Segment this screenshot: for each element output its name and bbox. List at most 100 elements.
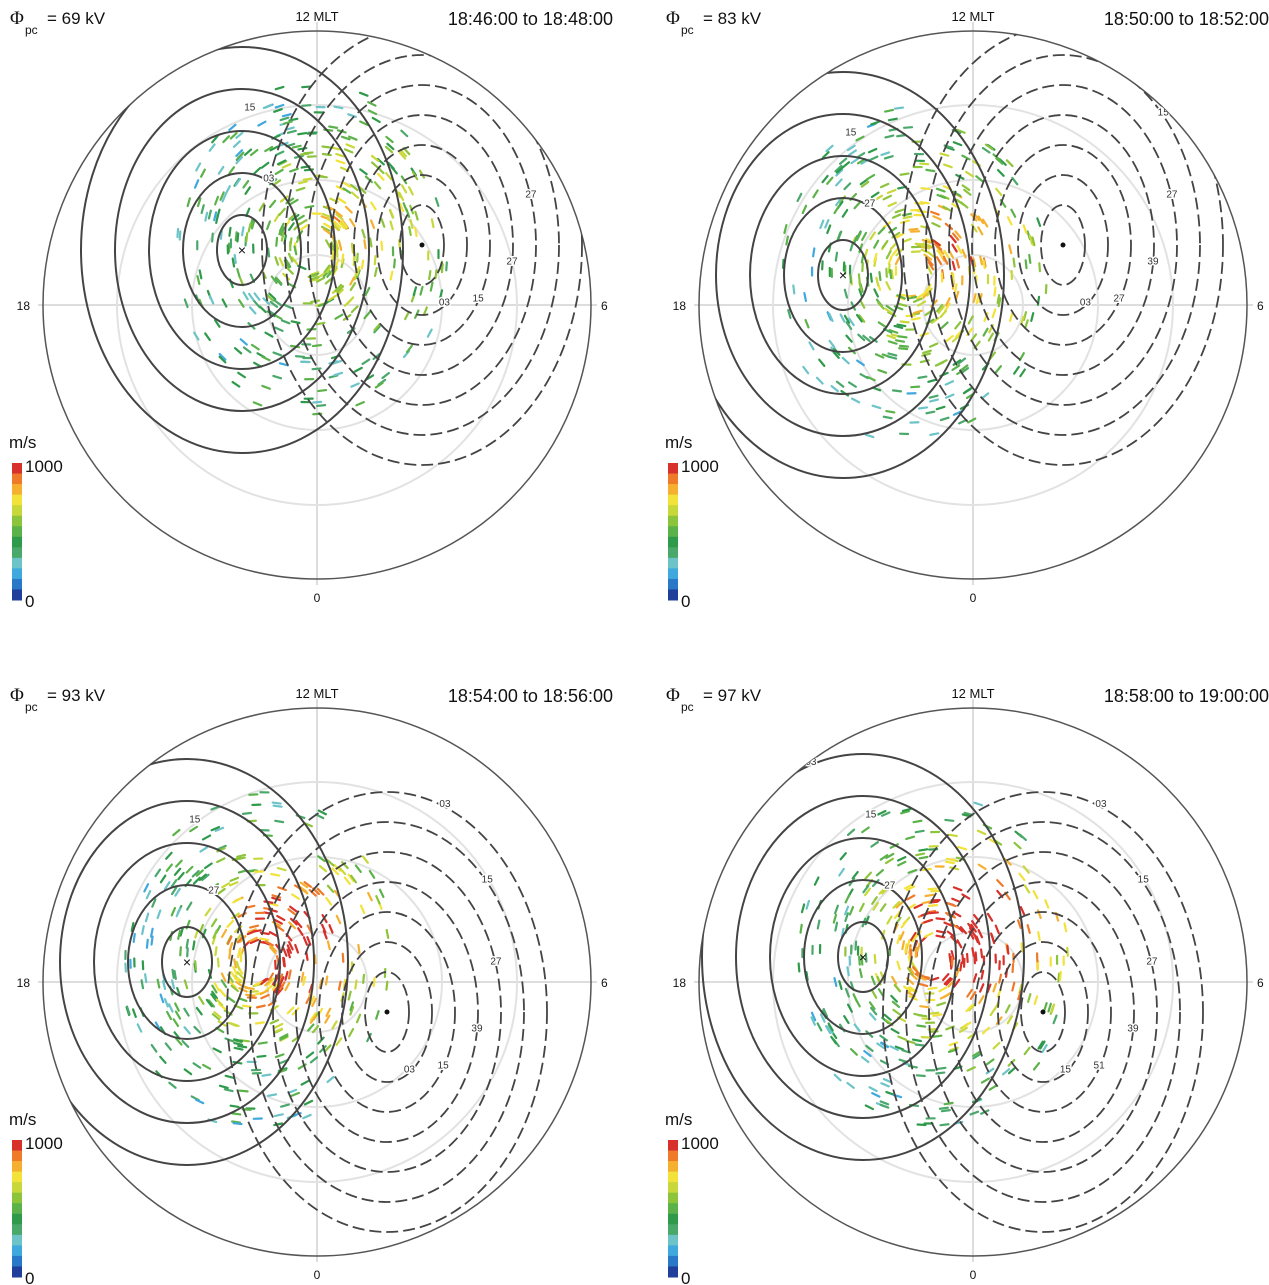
- phi-symbol: Φ: [666, 685, 680, 706]
- velocity-vector: [910, 229, 918, 230]
- velocity-vector: [268, 1094, 276, 1095]
- velocity-vector: [917, 1026, 925, 1027]
- velocity-vector: [343, 954, 344, 962]
- velocity-vector: [870, 1014, 875, 1020]
- velocity-vector: [165, 999, 168, 1006]
- velocity-vector: [265, 333, 272, 337]
- time-range: 18:54:00 to 18:56:00: [448, 686, 613, 706]
- velocity-vector: [929, 889, 937, 890]
- colorbar-min: 0: [681, 1269, 690, 1285]
- velocity-vector: [979, 996, 983, 1003]
- dusk-label: 18: [673, 976, 687, 990]
- velocity-vector: [978, 227, 982, 234]
- velocity-vector: [980, 256, 982, 264]
- colorbar-segment: [668, 495, 678, 506]
- velocity-vector: [890, 270, 891, 278]
- velocity-vector: [1009, 245, 1011, 253]
- velocity-vector: [844, 1016, 848, 1023]
- velocity-vector: [849, 151, 856, 155]
- colorbar-segment: [668, 1203, 678, 1214]
- contour-label: 15: [517, 107, 529, 118]
- velocity-vector: [187, 903, 191, 910]
- velocity-vector: [919, 407, 927, 408]
- velocity-vector: [888, 357, 896, 359]
- colorbar-segment: [668, 484, 678, 495]
- velocity-vector: [841, 315, 845, 322]
- velocity-vector: [205, 213, 207, 221]
- velocity-vector: [893, 390, 901, 391]
- velocity-vector: [346, 207, 352, 213]
- velocity-vector: [885, 136, 893, 138]
- contour-label: 15: [865, 809, 877, 820]
- noon-label: 12 MLT: [295, 686, 338, 701]
- velocity-vector: [836, 253, 837, 261]
- velocity-vector: [941, 1124, 949, 1125]
- colorbar-max: 1000: [25, 457, 63, 476]
- velocity-vector: [256, 1022, 264, 1023]
- velocity-vector: [886, 859, 893, 863]
- velocity-vector: [967, 990, 971, 997]
- contour-label: 27: [506, 256, 518, 267]
- velocity-vector: [871, 842, 878, 847]
- velocity-vector: [282, 320, 289, 323]
- velocity-vector: [352, 306, 358, 312]
- velocity-vector: [835, 206, 839, 213]
- colorbar-segment: [12, 547, 22, 558]
- velocity-vector: [903, 239, 911, 242]
- velocity-vector: [839, 869, 844, 876]
- contour-label: 27: [525, 190, 537, 201]
- velocity-vector: [304, 937, 307, 944]
- contour-label: 03: [1080, 298, 1092, 309]
- velocity-vector: [411, 220, 413, 228]
- velocity-vector: [214, 212, 216, 220]
- velocity-vector: [933, 216, 940, 219]
- velocity-vector: [197, 1008, 202, 1014]
- velocity-vector: [332, 252, 333, 260]
- velocity-vector: [983, 260, 984, 268]
- velocity-vector: [904, 217, 912, 219]
- velocity-vector: [405, 312, 409, 319]
- velocity-vector: [374, 978, 375, 986]
- velocity-vector: [948, 903, 956, 906]
- contour-label: 03: [805, 757, 817, 768]
- velocity-vector: [333, 869, 339, 875]
- velocity-vector: [243, 1006, 251, 1007]
- convection-pattern: ×031527031527391503: [26, 759, 547, 1232]
- velocity-vector: [302, 87, 310, 88]
- velocity-vector: [283, 114, 291, 116]
- dusk-label: 18: [673, 299, 687, 313]
- velocity-vector: [246, 988, 254, 989]
- dawn-label: 6: [601, 299, 608, 313]
- velocity-vector: [802, 904, 804, 912]
- velocity-vector: [1035, 996, 1037, 1004]
- velocity-vector: [860, 904, 864, 911]
- velocity-vector: [881, 184, 888, 187]
- velocity-vector: [200, 270, 202, 278]
- colorbar-segment: [12, 484, 22, 495]
- velocity-vector: [1031, 313, 1033, 321]
- velocity-vector: [881, 1083, 888, 1086]
- time-range: 18:46:00 to 18:48:00: [448, 9, 613, 29]
- velocity-vector: [271, 874, 279, 876]
- velocity-vector: [865, 873, 870, 879]
- velocity-vector: [274, 353, 282, 356]
- colorbar-segment: [668, 568, 678, 579]
- velocity-vector: [375, 256, 376, 264]
- velocity-vector: [303, 977, 305, 985]
- velocity-vector: [142, 980, 143, 988]
- velocity-vector: [302, 105, 310, 106]
- velocity-vector: [852, 399, 859, 403]
- velocity-vector: [229, 950, 230, 958]
- velocity-vector: [798, 194, 802, 201]
- dawn-focus: [1041, 1010, 1046, 1015]
- velocity-vector: [234, 1043, 242, 1045]
- velocity-vector: [305, 1101, 312, 1105]
- velocity-vector: [243, 813, 251, 814]
- velocity-vector: [337, 916, 340, 923]
- velocity-vector: [845, 183, 851, 189]
- colorbar-segment: [12, 1172, 22, 1183]
- velocity-vector: [914, 821, 922, 822]
- velocity-vector: [860, 969, 862, 977]
- velocity-vector: [275, 821, 283, 822]
- velocity-vector: [313, 345, 321, 346]
